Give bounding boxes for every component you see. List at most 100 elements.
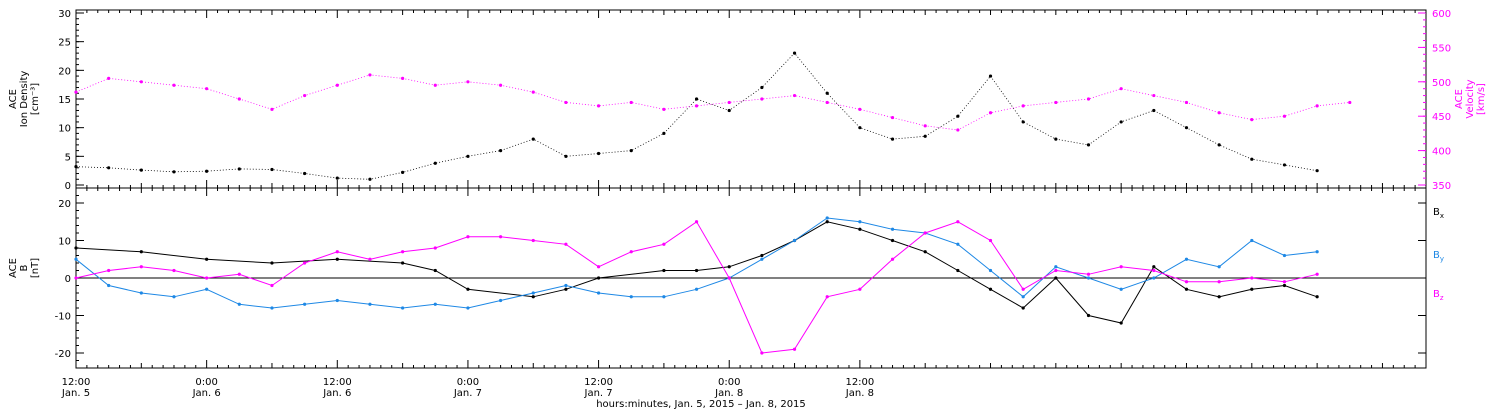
ylabel-right-line: ACE xyxy=(1454,89,1465,109)
ylabel-right-line: Velocity xyxy=(1465,79,1476,118)
y-tick-label-right: 600 xyxy=(1432,9,1451,20)
density-point xyxy=(466,154,470,158)
density-point xyxy=(923,134,927,138)
x-tick-time: 12:00 xyxy=(323,377,352,388)
ylabel-left-line: ACE xyxy=(8,89,19,109)
velocity-point xyxy=(988,111,993,115)
density-point xyxy=(1250,157,1254,161)
x-tick-time: 0:00 xyxy=(718,377,740,388)
x-tick-date: Jan. 5 xyxy=(61,388,90,399)
velocity-point xyxy=(825,100,829,105)
x-tick-date: Jan. 6 xyxy=(322,388,351,399)
by-point xyxy=(1315,250,1319,254)
velocity-point xyxy=(792,93,797,98)
bx-point xyxy=(1315,295,1319,299)
velocity-point xyxy=(1021,104,1025,108)
density-point xyxy=(858,126,862,130)
density-series xyxy=(74,51,1319,181)
velocity-series xyxy=(74,73,1352,132)
y-tick-label-left: 5 xyxy=(65,152,71,163)
legend-label: B xyxy=(1433,207,1440,218)
density-point xyxy=(629,149,633,153)
velocity-point xyxy=(1217,111,1221,115)
x-tick-date: Jan. 7 xyxy=(453,388,482,399)
velocity-point xyxy=(1054,100,1058,105)
velocity-point xyxy=(1348,100,1352,105)
ylabel-left-line: [cm⁻³] xyxy=(30,83,41,115)
density-point xyxy=(107,166,111,170)
legend-entry: Bz xyxy=(1433,289,1444,302)
x-axis-title: hours:minutes, Jan. 5, 2015 – Jan. 8, 20… xyxy=(596,399,806,410)
velocity-point xyxy=(139,80,143,84)
density-point xyxy=(792,51,797,55)
density-trace xyxy=(75,52,1318,180)
y-tick-label-right: 500 xyxy=(1432,78,1451,89)
y-tick-label-right: 400 xyxy=(1432,147,1451,158)
density-point xyxy=(335,176,339,180)
by-trace xyxy=(75,217,1318,309)
y-tick-label-left: 30 xyxy=(58,9,71,20)
velocity-point xyxy=(760,97,764,101)
density-point xyxy=(270,167,274,172)
velocity-point xyxy=(1282,114,1287,118)
velocity-trace xyxy=(75,74,1350,131)
velocity-point xyxy=(172,83,176,87)
x-tick-time: 0:00 xyxy=(195,377,217,388)
bz-series xyxy=(74,220,1319,355)
y-tick-label-left: 20 xyxy=(58,66,71,77)
velocity-point xyxy=(694,104,699,108)
bz-trace xyxy=(75,221,1318,354)
density-point xyxy=(303,171,307,176)
velocity-point xyxy=(662,107,666,111)
y-tick-label: 10 xyxy=(58,237,71,248)
velocity-point xyxy=(1119,87,1123,91)
density-point xyxy=(1315,169,1319,173)
y-tick-label-right: 450 xyxy=(1432,112,1451,123)
velocity-point xyxy=(1086,97,1091,101)
y-tick-label: 20 xyxy=(58,199,71,210)
velocity-point xyxy=(564,100,568,105)
y-tick-label: 0 xyxy=(65,274,71,285)
density-point xyxy=(988,74,993,78)
y-tick-label: -10 xyxy=(55,312,71,323)
legend-subscript: y xyxy=(1440,255,1444,263)
x-tick-time: 12:00 xyxy=(62,377,91,388)
velocity-point xyxy=(727,100,731,105)
top-frame xyxy=(75,9,1427,189)
legend-label: B xyxy=(1433,250,1440,261)
x-tick-time: 12:00 xyxy=(584,377,613,388)
velocity-point xyxy=(858,107,862,111)
ylabel-left-line: Ion Density xyxy=(19,71,30,128)
y-tick-label: -20 xyxy=(55,349,71,360)
density-point xyxy=(74,165,78,169)
y-tick-label-left: 10 xyxy=(58,124,71,135)
x-tick-date: Jan. 6 xyxy=(192,388,221,399)
density-point xyxy=(531,137,535,141)
x-tick-time: 0:00 xyxy=(457,377,479,388)
velocity-point xyxy=(1250,118,1254,122)
density-point xyxy=(1054,137,1058,141)
y-tick-label-left: 15 xyxy=(58,95,71,106)
y-tick-label-left: 25 xyxy=(58,38,71,49)
ylabel-line: [nT] xyxy=(30,258,41,278)
density-point xyxy=(237,167,241,171)
density-point xyxy=(205,169,209,173)
y-tick-label-right: 550 xyxy=(1432,43,1451,54)
velocity-point xyxy=(890,115,895,120)
velocity-point xyxy=(335,83,339,87)
velocity-point xyxy=(74,90,78,94)
density-point xyxy=(139,168,143,172)
legend-entry: By xyxy=(1433,250,1444,263)
ylabel-line: B xyxy=(19,264,30,271)
density-point xyxy=(890,137,895,141)
x-tick-time: 12:00 xyxy=(845,377,874,388)
density-point xyxy=(1119,120,1123,124)
x-tick-date: Jan. 8 xyxy=(714,388,743,399)
density-point xyxy=(172,170,176,174)
legend-entry: Bx xyxy=(1433,207,1444,220)
y-tick-label-left: 0 xyxy=(65,181,71,192)
